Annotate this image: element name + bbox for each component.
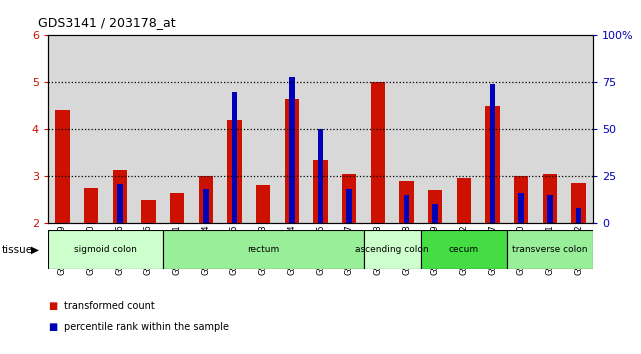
Bar xyxy=(306,35,335,223)
Bar xyxy=(113,171,127,223)
Bar xyxy=(392,35,421,223)
Bar xyxy=(543,174,557,223)
Bar xyxy=(163,35,192,223)
Bar xyxy=(370,82,385,223)
Bar xyxy=(170,193,185,223)
Bar xyxy=(278,35,306,223)
Text: ■: ■ xyxy=(48,301,57,311)
Bar xyxy=(346,189,352,223)
Bar xyxy=(313,160,328,223)
Bar xyxy=(571,183,586,223)
Bar xyxy=(507,230,593,269)
Bar xyxy=(318,129,323,223)
Bar xyxy=(256,185,271,223)
Bar xyxy=(220,35,249,223)
Bar xyxy=(363,230,421,269)
Bar xyxy=(55,110,70,223)
Bar xyxy=(249,35,278,223)
Bar xyxy=(421,35,449,223)
Bar xyxy=(335,35,363,223)
Text: transformed count: transformed count xyxy=(64,301,155,311)
Bar xyxy=(84,188,98,223)
Text: ascending colon: ascending colon xyxy=(355,245,429,254)
Bar xyxy=(478,35,507,223)
Bar xyxy=(117,184,122,223)
Text: GDS3141 / 203178_at: GDS3141 / 203178_at xyxy=(38,16,176,29)
Bar xyxy=(105,35,134,223)
Text: cecum: cecum xyxy=(449,245,479,254)
Text: ▶: ▶ xyxy=(31,245,38,255)
Text: tissue: tissue xyxy=(1,245,33,255)
Bar xyxy=(576,208,581,223)
Bar xyxy=(192,35,220,223)
Bar xyxy=(449,35,478,223)
Bar xyxy=(514,176,528,223)
Text: ■: ■ xyxy=(48,322,57,332)
Bar xyxy=(519,193,524,223)
Bar xyxy=(485,106,500,223)
Bar xyxy=(507,35,536,223)
Bar xyxy=(536,35,564,223)
Bar xyxy=(399,181,413,223)
Bar xyxy=(231,92,237,223)
Bar xyxy=(134,35,163,223)
Bar xyxy=(163,230,363,269)
Text: percentile rank within the sample: percentile rank within the sample xyxy=(64,322,229,332)
Bar xyxy=(199,176,213,223)
Bar xyxy=(285,99,299,223)
Bar xyxy=(547,195,553,223)
Bar xyxy=(342,174,356,223)
Text: rectum: rectum xyxy=(247,245,279,254)
Bar xyxy=(404,195,410,223)
Bar xyxy=(228,120,242,223)
Bar xyxy=(203,189,209,223)
Bar xyxy=(363,35,392,223)
Bar xyxy=(564,35,593,223)
Bar xyxy=(421,230,507,269)
Text: sigmoid colon: sigmoid colon xyxy=(74,245,137,254)
Text: transverse colon: transverse colon xyxy=(512,245,588,254)
Bar xyxy=(289,77,295,223)
Bar xyxy=(141,200,156,223)
Bar xyxy=(48,35,77,223)
Bar xyxy=(428,190,442,223)
Bar xyxy=(48,230,163,269)
Bar xyxy=(77,35,105,223)
Bar xyxy=(456,178,471,223)
Bar xyxy=(490,84,495,223)
Bar xyxy=(432,204,438,223)
